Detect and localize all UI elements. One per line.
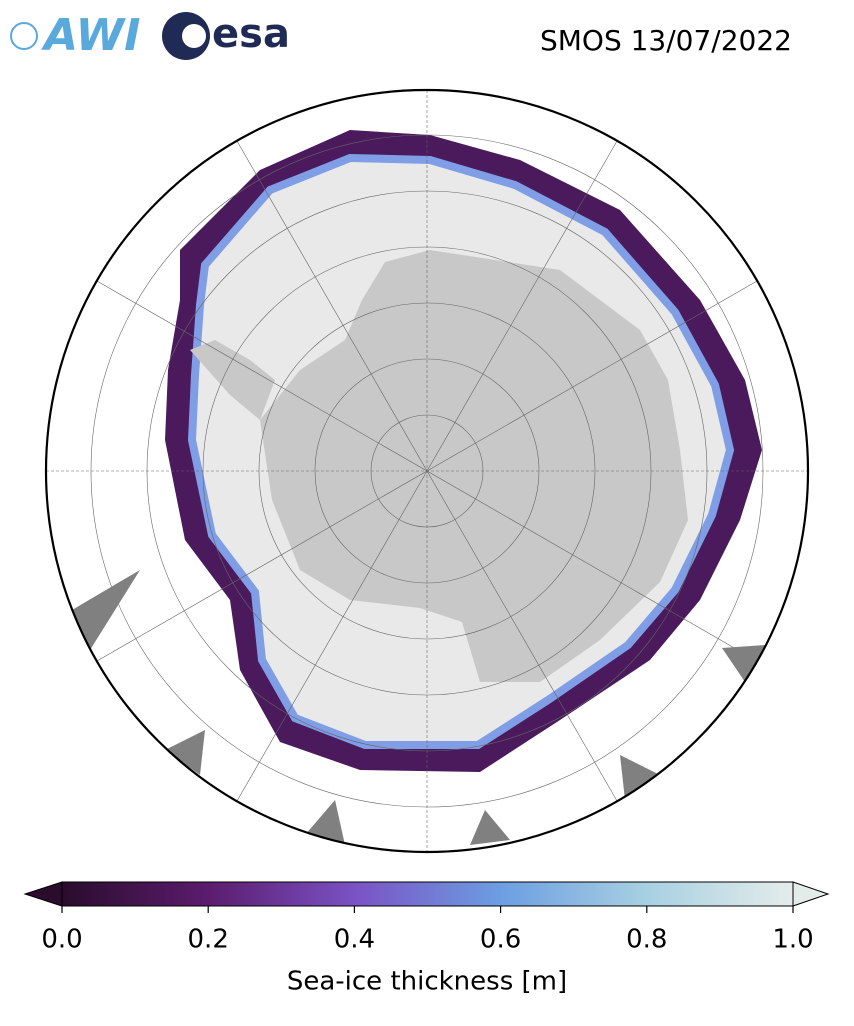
logo-text: AWI xyxy=(41,10,141,61)
colorbar-tick-label: 0.2 xyxy=(188,925,229,955)
awi-logo: AWI xyxy=(10,10,141,61)
map xyxy=(46,90,808,852)
colorbar-tick-label: 0.8 xyxy=(626,925,667,955)
colorbar-tick-label: 1.0 xyxy=(772,925,813,955)
colorbar-scale xyxy=(61,881,794,907)
colorbar-tick-label: 0.4 xyxy=(334,925,375,955)
colorbar-extend-high xyxy=(792,881,830,907)
title: SMOS 13/07/2022 xyxy=(540,24,792,57)
colorbar-extend-low xyxy=(23,881,63,907)
esa-logo: esa xyxy=(162,11,290,60)
colorbar-label: Sea-ice thickness [m] xyxy=(287,967,567,997)
colorbar-tick-label: 0.6 xyxy=(480,925,521,955)
logo-text: esa xyxy=(212,11,290,57)
map-frame xyxy=(44,88,810,854)
colorbar-tick-label: 0.0 xyxy=(41,925,82,955)
colorbar: 0.0 0.2 0.4 0.6 0.8 1.0 xyxy=(23,881,830,955)
